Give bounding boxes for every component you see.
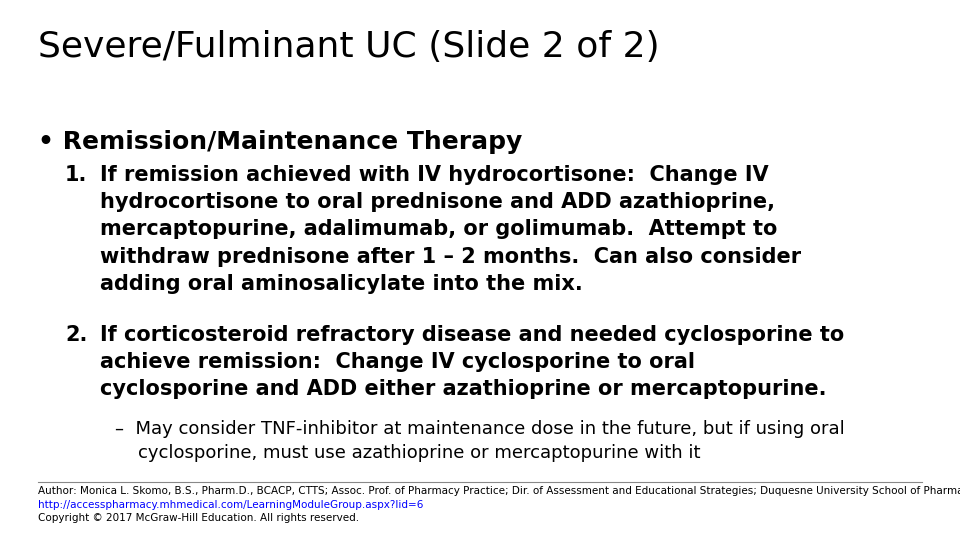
Text: • Remission/Maintenance Therapy: • Remission/Maintenance Therapy	[38, 130, 522, 154]
Text: http://accesspharmacy.mhmedical.com/LearningModuleGroup.aspx?lid=6: http://accesspharmacy.mhmedical.com/Lear…	[38, 500, 423, 510]
Text: 2.: 2.	[65, 325, 87, 345]
Text: Severe/Fulminant UC (Slide 2 of 2): Severe/Fulminant UC (Slide 2 of 2)	[38, 30, 660, 64]
Text: –  May consider TNF-inhibitor at maintenance dose in the future, but if using or: – May consider TNF-inhibitor at maintena…	[115, 420, 845, 462]
Text: If remission achieved with IV hydrocortisone:  Change IV
hydrocortisone to oral : If remission achieved with IV hydrocorti…	[100, 165, 802, 294]
Text: Copyright © 2017 McGraw-Hill Education. All rights reserved.: Copyright © 2017 McGraw-Hill Education. …	[38, 513, 359, 523]
Text: 1.: 1.	[65, 165, 87, 185]
Text: Author: Monica L. Skomo, B.S., Pharm.D., BCACP, CTTS; Assoc. Prof. of Pharmacy P: Author: Monica L. Skomo, B.S., Pharm.D.,…	[38, 486, 960, 496]
Text: If corticosteroid refractory disease and needed cyclosporine to
achieve remissio: If corticosteroid refractory disease and…	[100, 325, 844, 400]
